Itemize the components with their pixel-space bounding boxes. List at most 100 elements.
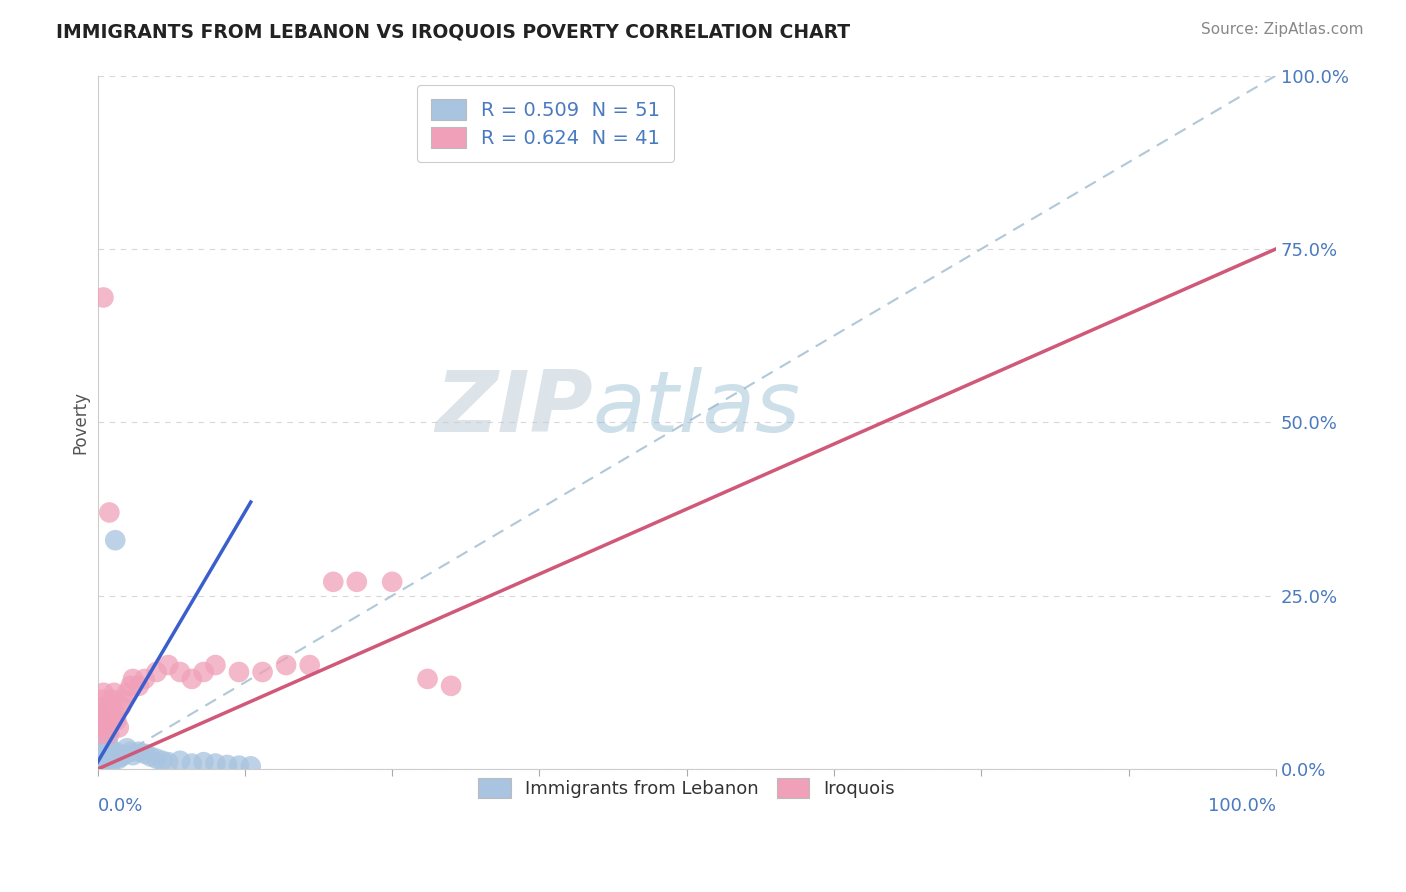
Point — [104, 533, 127, 548]
Point — [101, 752, 124, 766]
Point — [98, 506, 121, 520]
Point — [228, 758, 250, 772]
Point — [90, 745, 112, 759]
Point — [120, 745, 142, 759]
Point — [157, 755, 180, 769]
Point — [93, 686, 115, 700]
Point — [110, 749, 132, 764]
Point — [346, 574, 368, 589]
Point — [107, 721, 129, 735]
Point — [93, 752, 115, 766]
Text: atlas: atlas — [592, 367, 800, 450]
Point — [93, 290, 115, 304]
Point — [89, 727, 111, 741]
Point — [90, 734, 112, 748]
Point — [97, 727, 120, 741]
Point — [87, 727, 110, 741]
Point — [96, 721, 118, 735]
Point — [239, 759, 262, 773]
Point — [274, 658, 297, 673]
Point — [381, 574, 404, 589]
Point — [112, 692, 135, 706]
Point — [157, 658, 180, 673]
Point — [252, 665, 274, 679]
Point — [98, 727, 121, 741]
Point — [145, 752, 167, 766]
Point — [90, 706, 112, 721]
Point — [440, 679, 463, 693]
Point — [139, 749, 162, 764]
Y-axis label: Poverty: Poverty — [72, 391, 89, 454]
Point — [120, 679, 142, 693]
Point — [298, 658, 321, 673]
Point — [91, 755, 114, 769]
Point — [169, 754, 191, 768]
Point — [91, 723, 114, 738]
Point — [93, 731, 115, 745]
Text: IMMIGRANTS FROM LEBANON VS IROQUOIS POVERTY CORRELATION CHART: IMMIGRANTS FROM LEBANON VS IROQUOIS POVE… — [56, 22, 851, 41]
Point — [94, 714, 117, 728]
Point — [94, 741, 117, 756]
Point — [94, 755, 117, 769]
Point — [97, 738, 120, 752]
Point — [90, 752, 112, 766]
Point — [103, 686, 125, 700]
Point — [217, 758, 239, 772]
Point — [87, 748, 110, 763]
Point — [115, 741, 138, 756]
Point — [112, 748, 135, 763]
Point — [122, 748, 145, 763]
Point — [93, 738, 115, 752]
Text: Source: ZipAtlas.com: Source: ZipAtlas.com — [1201, 22, 1364, 37]
Point — [128, 679, 150, 693]
Point — [103, 748, 125, 763]
Point — [100, 699, 122, 714]
Point — [98, 706, 121, 721]
Point — [180, 672, 202, 686]
Point — [204, 658, 226, 673]
Point — [93, 745, 115, 759]
Point — [105, 714, 128, 728]
Point — [193, 665, 215, 679]
Point — [105, 748, 128, 763]
Point — [100, 745, 122, 759]
Point — [204, 756, 226, 771]
Point — [97, 752, 120, 766]
Text: 100.0%: 100.0% — [1208, 797, 1277, 814]
Point — [322, 574, 344, 589]
Point — [150, 754, 173, 768]
Point — [107, 752, 129, 766]
Point — [93, 721, 115, 735]
Point — [96, 734, 118, 748]
Point — [169, 665, 191, 679]
Point — [93, 748, 115, 763]
Point — [180, 756, 202, 771]
Point — [89, 706, 111, 721]
Point — [128, 745, 150, 759]
Text: 0.0%: 0.0% — [97, 797, 143, 814]
Point — [89, 721, 111, 735]
Point — [91, 692, 114, 706]
Text: ZIP: ZIP — [434, 367, 592, 450]
Point — [93, 699, 115, 714]
Point — [193, 755, 215, 769]
Point — [416, 672, 439, 686]
Point — [89, 721, 111, 735]
Point — [115, 686, 138, 700]
Point — [101, 692, 124, 706]
Point — [122, 672, 145, 686]
Point — [91, 741, 114, 756]
Point — [134, 747, 156, 761]
Point — [98, 748, 121, 763]
Point — [104, 706, 127, 721]
Point — [104, 745, 127, 759]
Point — [110, 699, 132, 714]
Point — [87, 738, 110, 752]
Point — [145, 665, 167, 679]
Point — [100, 755, 122, 769]
Point — [100, 714, 122, 728]
Point — [134, 672, 156, 686]
Legend: Immigrants from Lebanon, Iroquois: Immigrants from Lebanon, Iroquois — [467, 767, 907, 809]
Point — [228, 665, 250, 679]
Point — [96, 748, 118, 763]
